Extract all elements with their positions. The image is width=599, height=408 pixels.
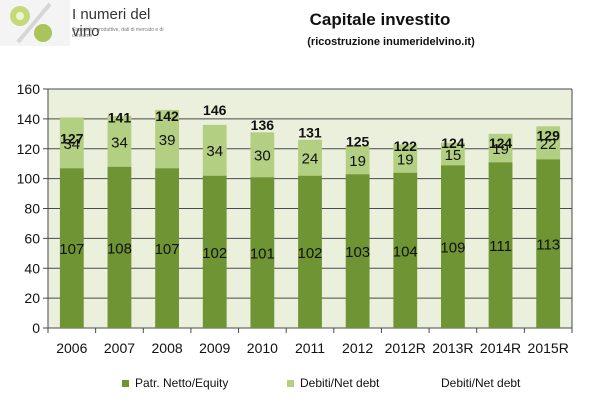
bar-equity <box>536 159 561 328</box>
data-label-equity: 102 <box>297 245 322 262</box>
logo-subtitle: Statistiche produttive, dati di mercato … <box>72 27 164 39</box>
bar-equity <box>298 175 322 328</box>
legend-swatch-equity <box>122 379 129 387</box>
x-tick-label: 2009 <box>199 340 230 356</box>
y-tick-label: 120 <box>17 141 41 157</box>
bar-debt <box>107 115 132 167</box>
bar-equity <box>59 168 84 328</box>
x-tick-label: 2008 <box>152 340 183 356</box>
data-label-equity: 108 <box>107 240 132 257</box>
x-tick-label: 2007 <box>104 340 135 356</box>
data-label-debt: 22 <box>540 136 557 153</box>
data-label-total: 136 <box>251 117 275 133</box>
bar-equity <box>345 174 370 328</box>
data-label-equity: 101 <box>250 246 275 263</box>
legend-item-debt: Debiti/Net debt <box>287 376 379 390</box>
data-label-equity: 107 <box>155 241 180 258</box>
data-label-total: 129 <box>537 127 561 143</box>
bar-equity <box>250 177 275 328</box>
bar-debt <box>250 132 275 178</box>
bar-equity <box>107 166 132 328</box>
data-label-total: 127 <box>60 130 84 146</box>
y-tick-label: 160 <box>17 81 41 97</box>
x-tick-label: 2013R <box>432 340 473 356</box>
data-label-debt: 30 <box>254 148 271 165</box>
data-label-debt: 19 <box>349 153 366 170</box>
data-label-debt: 15 <box>445 147 462 164</box>
bar-debt <box>345 145 370 175</box>
logo-title: I numeri del vino <box>72 6 151 40</box>
legend-item-equity: Patr. Netto/Equity <box>122 376 228 390</box>
bar-equity <box>441 165 465 328</box>
x-tick-label: 2014R <box>480 340 521 356</box>
data-label-debt: 24 <box>302 151 319 168</box>
data-label-equity: 111 <box>489 238 512 255</box>
data-label-equity: 107 <box>59 241 84 258</box>
data-label-total: 131 <box>298 124 322 140</box>
data-label-debt: 39 <box>159 132 176 149</box>
data-label-equity: 109 <box>440 240 465 257</box>
data-label-debt: 19 <box>492 141 509 158</box>
data-label-equity: 102 <box>202 245 227 262</box>
bar-debt <box>59 117 84 169</box>
y-tick-label: 20 <box>24 290 40 306</box>
data-label-total: 124 <box>489 135 513 151</box>
legend-item-total: Debiti/Net debt <box>441 376 520 390</box>
data-label-debt: 34 <box>206 143 223 160</box>
x-tick-label: 2006 <box>56 340 87 356</box>
chart-legend: Patr. Netto/Equity Debiti/Net debt Debit… <box>0 376 599 392</box>
data-label-total: 122 <box>394 138 418 154</box>
y-tick-label: 60 <box>24 230 40 246</box>
data-label-total: 141 <box>108 109 132 125</box>
data-label-total: 146 <box>203 102 227 118</box>
legend-swatch-debt <box>287 379 294 387</box>
bar-debt <box>202 124 227 176</box>
bar-debt <box>393 144 418 173</box>
x-tick-label: 2012 <box>342 340 373 356</box>
y-tick-label: 40 <box>24 260 40 276</box>
legend-label-equity: Patr. Netto/Equity <box>135 376 229 390</box>
chart-title: Capitale investito <box>309 10 451 29</box>
data-label-equity: 104 <box>393 243 418 260</box>
bar-equity <box>488 162 513 328</box>
y-tick-label: 80 <box>24 201 40 217</box>
legend-label-debt: Debiti/Net debt <box>300 376 380 390</box>
y-tick-label: 140 <box>17 111 41 127</box>
y-tick-label: 100 <box>17 171 41 187</box>
bar-debt <box>536 126 561 160</box>
chart-subtitle: (ricostruzione inumeridelvino.it) <box>307 36 475 48</box>
brand-logo[interactable]: I numeri del vino Statistiche produttive… <box>0 0 170 46</box>
x-tick-label: 2015R <box>528 340 569 356</box>
data-label-equity: 113 <box>536 237 560 254</box>
legend-label-total: Debiti/Net debt <box>441 376 521 390</box>
bar-equity <box>393 172 418 328</box>
y-tick-label: 0 <box>32 320 40 336</box>
bar-equity <box>155 168 179 328</box>
bar-debt <box>298 139 322 176</box>
x-tick-label: 2011 <box>295 340 325 356</box>
grape-logo-icon <box>0 0 70 46</box>
bar-debt <box>441 142 465 166</box>
x-tick-label: 2012R <box>385 340 426 356</box>
data-label-total: 125 <box>346 133 370 149</box>
data-label-total: 142 <box>155 108 179 124</box>
data-label-equity: 103 <box>345 244 370 261</box>
data-label-debt: 34 <box>111 134 128 151</box>
bar-debt <box>155 109 179 169</box>
bar-debt <box>488 133 513 163</box>
data-label-total: 124 <box>441 135 465 151</box>
data-label-debt: 19 <box>397 151 414 168</box>
data-label-debt: 34 <box>63 136 80 153</box>
x-tick-label: 2010 <box>247 340 278 356</box>
bar-equity <box>202 175 227 328</box>
